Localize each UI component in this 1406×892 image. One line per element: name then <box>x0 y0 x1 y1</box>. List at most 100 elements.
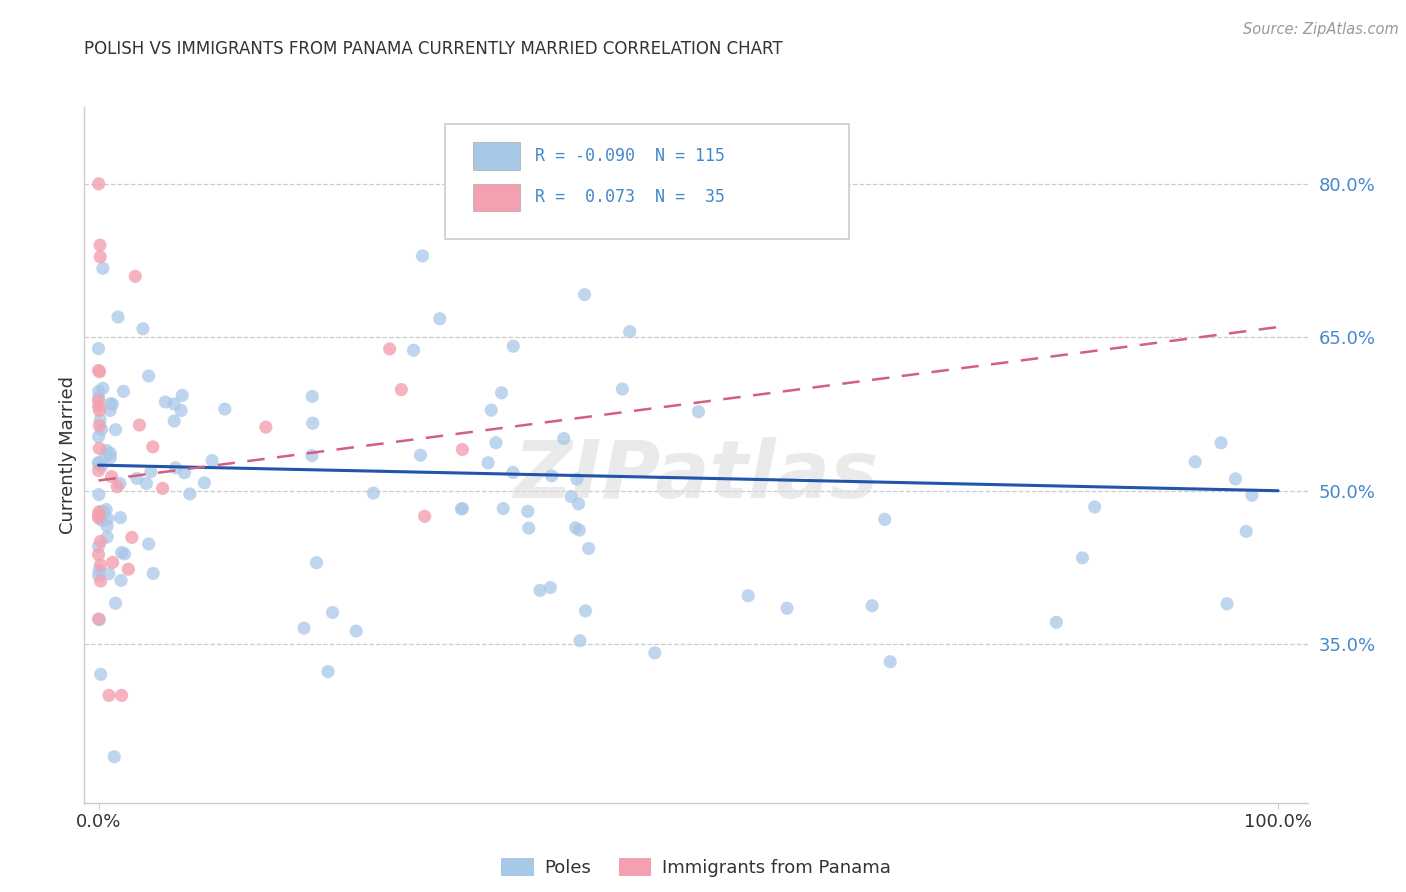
Point <box>1240 488 1263 502</box>
Point <box>93 505 115 519</box>
Point <box>103 749 125 764</box>
Point <box>429 311 451 326</box>
FancyBboxPatch shape <box>446 124 849 239</box>
Point <box>479 403 502 417</box>
Point <box>87 487 110 501</box>
Point <box>89 418 111 433</box>
Point <box>1084 500 1107 514</box>
Point <box>100 446 122 460</box>
Point <box>1234 524 1257 539</box>
Point <box>110 510 132 524</box>
Point <box>89 365 111 379</box>
Text: POLISH VS IMMIGRANTS FROM PANAMA CURRENTLY MARRIED CORRELATION CHART: POLISH VS IMMIGRANTS FROM PANAMA CURRENT… <box>84 40 783 58</box>
Point <box>776 601 799 615</box>
Point <box>1071 550 1094 565</box>
Y-axis label: Currently Married: Currently Married <box>59 376 77 534</box>
Point <box>87 430 110 444</box>
Point <box>170 403 193 417</box>
Point <box>165 460 187 475</box>
Point <box>173 466 195 480</box>
Point <box>101 397 124 411</box>
Point <box>568 523 591 537</box>
Point <box>193 475 215 490</box>
Point <box>107 310 129 324</box>
Point <box>172 388 194 402</box>
Point <box>1209 435 1232 450</box>
Text: R =  0.073  N =  35: R = 0.073 N = 35 <box>534 188 724 206</box>
Point <box>574 287 596 301</box>
Point <box>89 250 111 264</box>
Point <box>567 497 589 511</box>
Point <box>412 249 434 263</box>
Point <box>378 342 401 356</box>
Point <box>688 404 710 418</box>
Point <box>87 342 110 356</box>
Point <box>1184 455 1206 469</box>
Point <box>152 482 174 496</box>
Point <box>540 468 562 483</box>
Point <box>87 568 110 582</box>
Point <box>214 402 236 417</box>
Point <box>87 391 110 405</box>
Point <box>100 397 122 411</box>
Text: Source: ZipAtlas.com: Source: ZipAtlas.com <box>1243 22 1399 37</box>
Point <box>138 368 160 383</box>
Point <box>142 566 165 581</box>
Point <box>292 621 315 635</box>
Point <box>163 397 186 411</box>
Point <box>737 589 759 603</box>
Point <box>568 633 591 648</box>
Point <box>87 455 110 469</box>
Point <box>485 435 508 450</box>
Point <box>1045 615 1067 630</box>
Point <box>110 574 132 588</box>
Point <box>87 511 110 525</box>
Point <box>301 416 323 430</box>
Point <box>553 432 575 446</box>
Point <box>89 563 111 577</box>
Point <box>91 381 114 395</box>
Point <box>612 382 634 396</box>
Point <box>87 508 110 523</box>
Point <box>108 476 131 491</box>
Point <box>163 414 186 428</box>
Point <box>87 464 110 478</box>
Point <box>90 513 112 527</box>
Point <box>105 480 128 494</box>
Point <box>98 450 121 465</box>
Point <box>492 501 515 516</box>
Point <box>564 521 586 535</box>
Point <box>121 530 143 544</box>
Point <box>619 325 641 339</box>
Point <box>451 501 474 516</box>
Point <box>94 450 117 464</box>
Point <box>87 548 110 562</box>
Point <box>90 459 112 474</box>
Point <box>96 443 118 458</box>
Point <box>142 440 165 454</box>
Point <box>451 442 474 457</box>
Point <box>879 655 901 669</box>
Point <box>644 646 666 660</box>
Point <box>117 562 139 576</box>
Legend: Poles, Immigrants from Panama: Poles, Immigrants from Panama <box>494 850 898 884</box>
Point <box>87 505 110 519</box>
Point <box>402 343 425 358</box>
Point <box>97 689 120 703</box>
Point <box>110 545 132 559</box>
Point <box>565 472 588 486</box>
Point <box>97 566 120 581</box>
Point <box>90 504 112 518</box>
Point <box>516 504 538 518</box>
Point <box>87 400 110 414</box>
Point <box>560 490 582 504</box>
Point <box>89 534 111 549</box>
Point <box>128 417 150 432</box>
Point <box>96 519 118 533</box>
Point <box>538 581 561 595</box>
Point <box>100 469 122 483</box>
Point <box>87 384 110 399</box>
FancyBboxPatch shape <box>474 142 520 169</box>
Point <box>110 689 132 703</box>
Point <box>96 530 118 544</box>
